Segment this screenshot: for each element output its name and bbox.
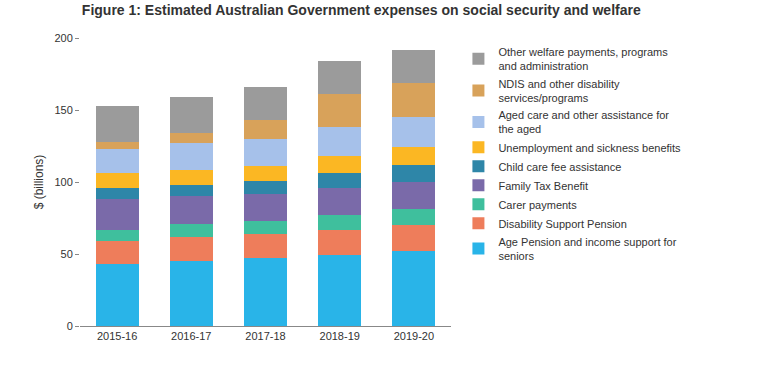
svg-text:2015-16: 2015-16	[97, 330, 137, 342]
svg-text:Age Pension and income support: Age Pension and income support forsenior…	[498, 236, 676, 262]
svg-text:Other welfare payments, progra: Other welfare payments, programsand admi…	[498, 46, 668, 72]
svg-text:Carer payments: Carer payments	[498, 199, 577, 211]
svg-text:200: 200	[54, 32, 72, 44]
svg-text:0: 0	[67, 320, 73, 332]
svg-text:2018-19: 2018-19	[320, 330, 360, 342]
svg-text:Figure 1: Estimated Australian: Figure 1: Estimated Australian Governmen…	[82, 2, 641, 18]
svg-text:150: 150	[54, 104, 72, 116]
svg-text:2016-17: 2016-17	[171, 330, 211, 342]
svg-text:100: 100	[54, 176, 72, 188]
svg-text:2017-18: 2017-18	[245, 330, 285, 342]
svg-text:2019-20: 2019-20	[394, 330, 434, 342]
svg-text:NDIS and other disabilityservi: NDIS and other disabilityservices/progra…	[498, 78, 620, 104]
svg-text:Aged care and other assistance: Aged care and other assistance forthe ag…	[498, 109, 669, 135]
svg-text:$ (billions): $ (billions)	[32, 155, 46, 210]
svg-text:Disability Support Pension: Disability Support Pension	[498, 218, 626, 230]
svg-text:Family Tax Benefit: Family Tax Benefit	[498, 180, 588, 192]
svg-text:Child care fee assistance: Child care fee assistance	[498, 161, 621, 173]
svg-text:50: 50	[61, 248, 73, 260]
svg-text:Unemployment and sickness bene: Unemployment and sickness benefits	[498, 142, 681, 154]
